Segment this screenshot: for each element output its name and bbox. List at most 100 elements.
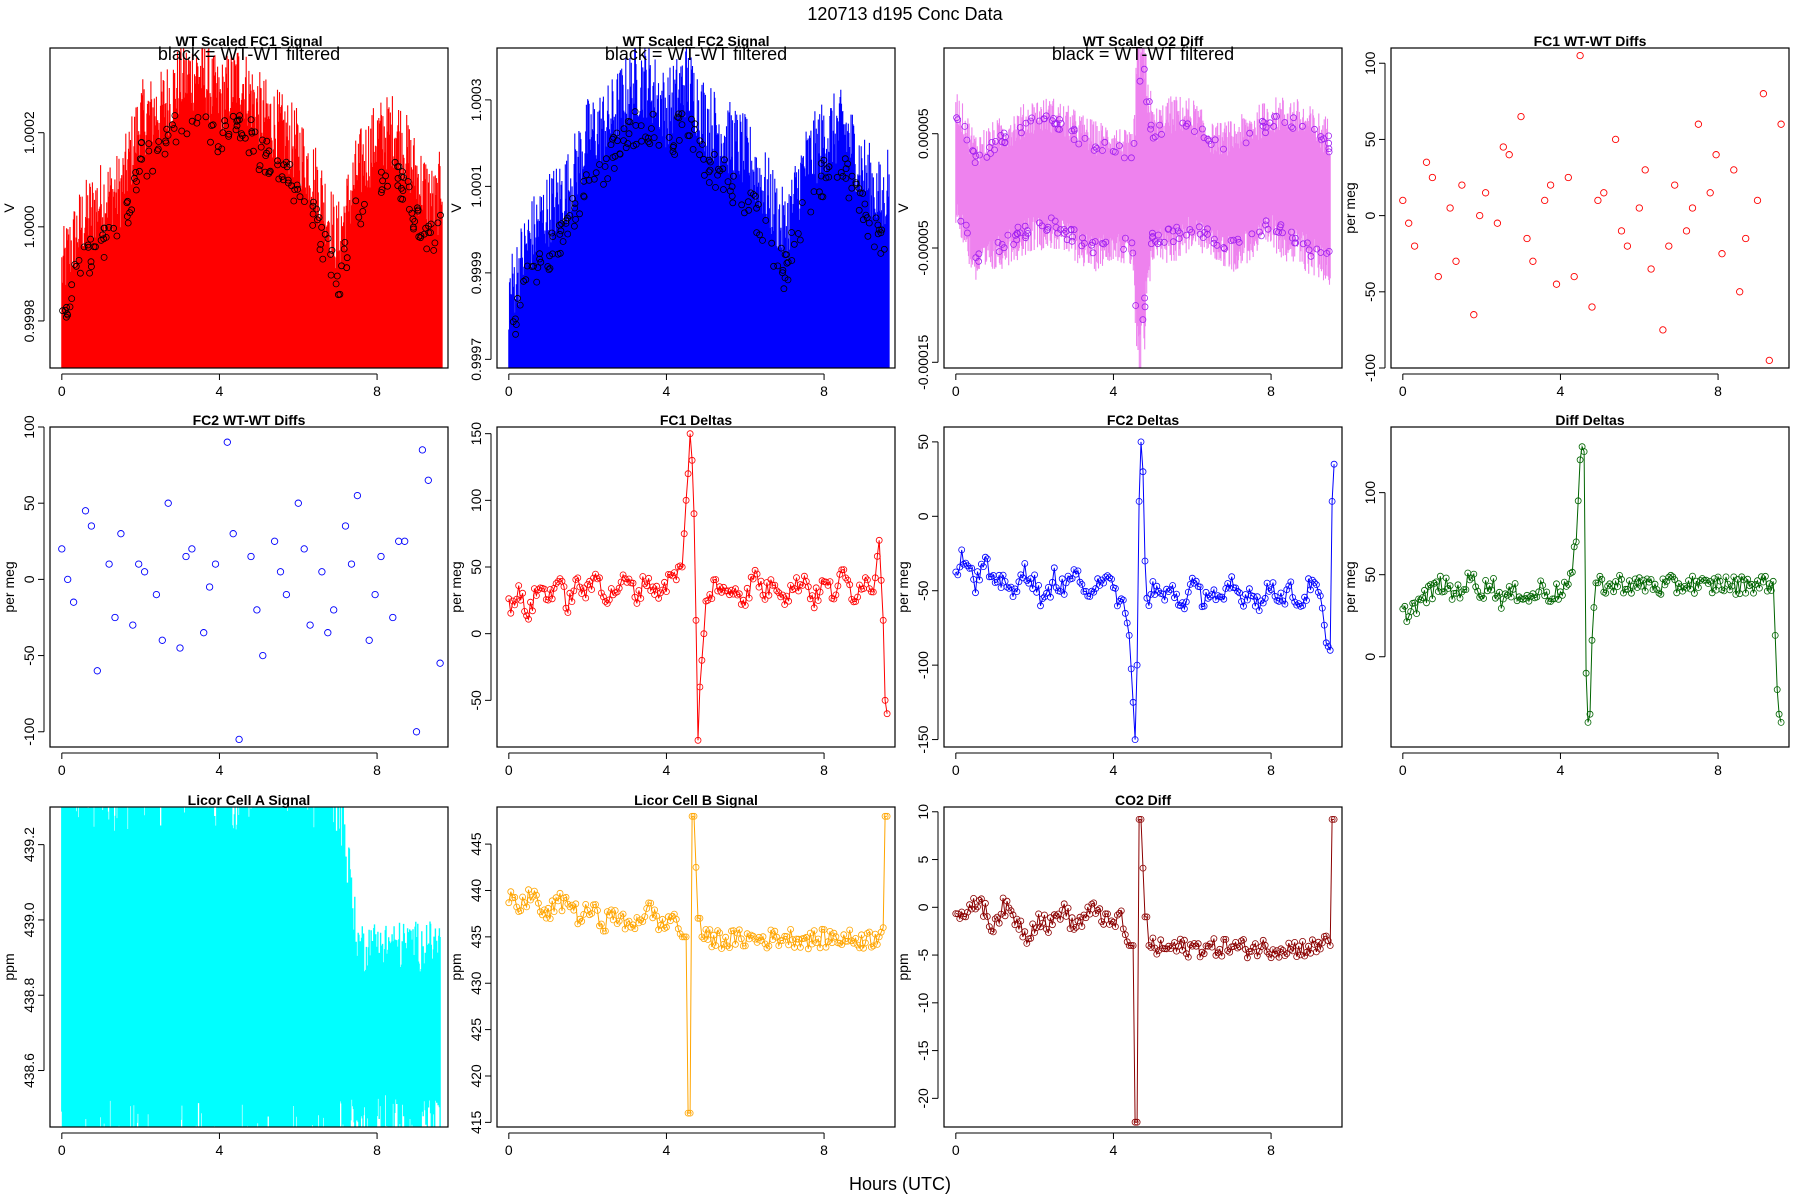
p3-marker <box>1027 117 1034 125</box>
p6-point <box>879 616 887 624</box>
p2-marker <box>712 183 719 191</box>
p6-y-tick-label: 150 <box>468 422 484 446</box>
p6-point <box>525 615 532 623</box>
p4-y-axis: -100 -50 0 50 100 <box>1362 51 1386 382</box>
p11-point <box>1177 935 1184 943</box>
p10-point <box>505 899 513 907</box>
p1-marker <box>59 307 66 315</box>
p3-marker <box>1156 238 1164 246</box>
p9-x-tick-label: 4 <box>216 1142 224 1158</box>
p10-point <box>881 812 889 820</box>
p7-y-label: per meg <box>895 561 911 612</box>
p2-marker <box>604 175 612 183</box>
p1-marker <box>256 162 264 170</box>
p6-point <box>684 470 692 478</box>
p2-marker <box>620 137 627 145</box>
x-axis-label: Hours (UTC) <box>849 1174 951 1194</box>
p11-point <box>1015 926 1023 933</box>
p11-point <box>1090 899 1098 907</box>
p2-marker <box>728 183 736 191</box>
p2-marker <box>855 206 863 214</box>
p4-point <box>1682 227 1691 235</box>
p3-marker <box>972 152 980 160</box>
p11-point <box>1303 948 1310 956</box>
p6-point <box>785 597 792 605</box>
p8-panel: 0 4 8 0 50 100 per meg Diff Deltas <box>1342 412 1790 778</box>
p3-panel: 0 4 8 -0.00015 -0.00005 0.00005 V WT Scaled O2 … <box>895 33 1343 399</box>
p7-point <box>1281 600 1289 608</box>
p1-marker <box>77 269 84 277</box>
p8-point <box>1462 586 1470 593</box>
p1-marker <box>229 112 237 120</box>
p3-marker <box>1148 240 1155 248</box>
p7-plot-area <box>952 438 1338 743</box>
p3-marker <box>1325 145 1333 153</box>
p11-point <box>1324 937 1332 945</box>
p3-marker <box>991 146 998 154</box>
p11-point <box>1155 947 1163 954</box>
p11-point <box>1088 900 1096 908</box>
p10-point <box>546 915 554 922</box>
p10-point <box>574 920 582 928</box>
p11-point <box>1309 936 1316 944</box>
p1-marker <box>377 189 385 196</box>
p11-point <box>1301 952 1308 960</box>
p10-point <box>773 933 781 941</box>
p2-marker <box>524 262 531 270</box>
p2-y-tick-label: 0.9999 <box>468 251 484 294</box>
p7-point <box>1163 585 1170 593</box>
p2-marker <box>610 164 618 172</box>
p1-marker <box>88 263 95 271</box>
p3-marker <box>1147 125 1154 133</box>
p4-point <box>1718 250 1726 258</box>
p10-point <box>611 907 619 914</box>
p10-x-tick-label: 4 <box>663 1142 671 1158</box>
p6-point <box>852 598 859 605</box>
p11-x-tick-label: 4 <box>1110 1142 1118 1158</box>
p11-point <box>1110 918 1117 926</box>
p11-point <box>1058 906 1066 914</box>
p6-x-axis: 0 4 8 <box>505 752 828 778</box>
p3-marker <box>1018 129 1025 137</box>
p8-point <box>1476 593 1484 601</box>
p4-point <box>1712 151 1720 159</box>
p4-x-tick-label: 0 <box>1399 383 1407 399</box>
p6-point <box>734 591 741 599</box>
p8-point <box>1557 588 1564 596</box>
p10-point <box>592 901 599 908</box>
p2-subtitle: black = WT-WT filtered <box>605 44 787 64</box>
p4-point <box>1541 196 1549 205</box>
p3-marker <box>1111 148 1119 156</box>
p7-point <box>999 571 1007 579</box>
p1-marker <box>300 198 308 206</box>
p1-marker <box>309 210 317 218</box>
p5-point <box>371 590 379 599</box>
p2-marker <box>780 285 788 293</box>
p3-marker <box>1292 234 1299 242</box>
p6-point <box>568 598 576 605</box>
p10-point <box>722 933 729 941</box>
p3-marker <box>1158 130 1165 138</box>
p2-marker <box>706 166 714 174</box>
p3-marker <box>1220 145 1227 153</box>
p1-marker <box>284 176 292 184</box>
p1-marker <box>404 178 412 185</box>
p3-marker <box>1078 242 1086 250</box>
p8-point <box>1598 575 1606 583</box>
p8-point <box>1586 710 1594 718</box>
p7-point <box>1049 578 1056 586</box>
p7-point <box>1204 594 1212 602</box>
p1-marker <box>399 195 407 203</box>
p10-point <box>631 925 639 933</box>
p1-x-tick-label: 4 <box>216 383 224 399</box>
p8-point <box>1592 579 1600 587</box>
p1-marker <box>214 148 222 156</box>
p7-point <box>1307 586 1314 594</box>
p3-marker <box>1299 240 1307 248</box>
p2-marker <box>728 192 736 200</box>
p6-point <box>513 595 521 603</box>
p3-marker <box>1270 123 1278 130</box>
p6-point <box>574 574 582 582</box>
p7-point <box>1275 597 1283 605</box>
p3-marker <box>1290 114 1297 122</box>
